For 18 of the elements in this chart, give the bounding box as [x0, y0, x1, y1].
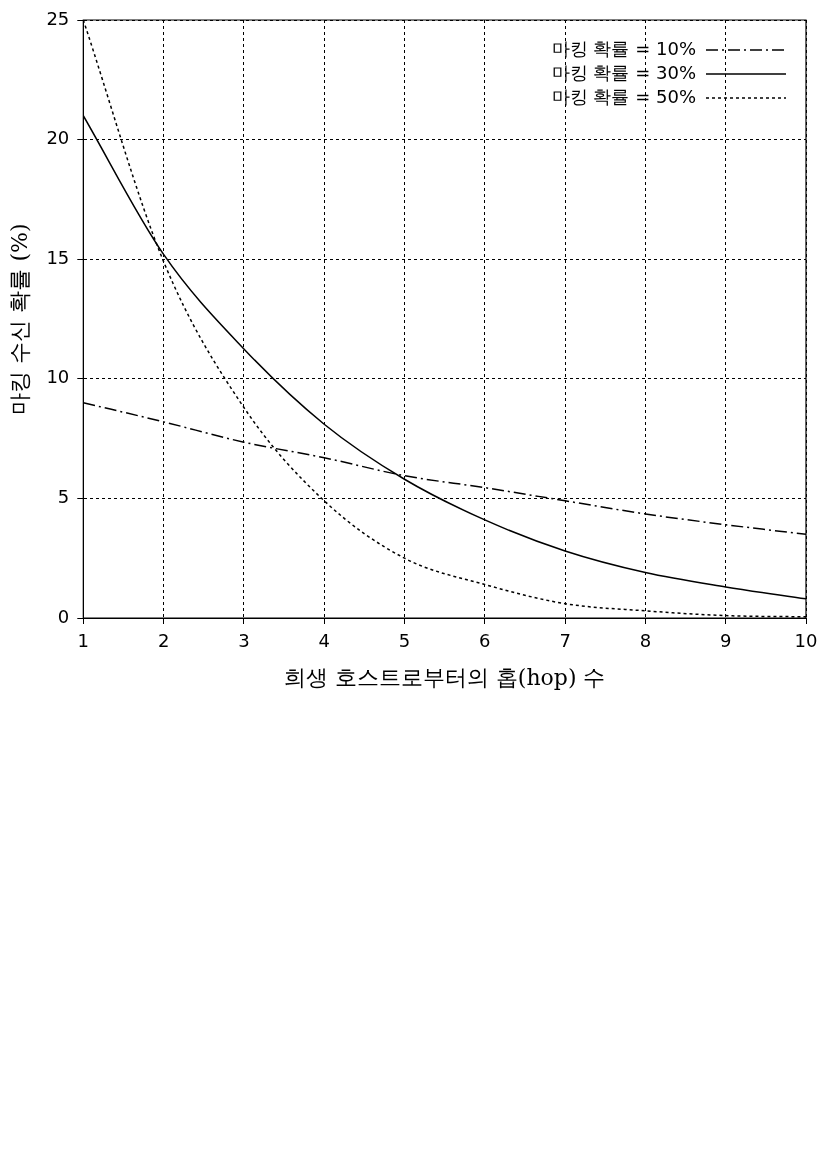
x-tick-label: 9 — [719, 630, 732, 652]
x-tick-label: 7 — [559, 630, 571, 652]
y-tick-label: 20 — [46, 127, 70, 149]
y-tick-label: 25 — [46, 7, 70, 29]
y-tick-label: 0 — [57, 605, 70, 627]
x-tick-label: 3 — [238, 630, 250, 652]
x-tick-label: 8 — [639, 630, 652, 652]
x-tick-label: 4 — [318, 630, 330, 652]
x-axis-title: 희생 호스트로부터의 홉(hop) 수 — [283, 664, 606, 690]
x-tick-label: 5 — [398, 630, 411, 652]
x-tick-label: 1 — [77, 630, 90, 652]
x-tick-label: 10 — [794, 630, 818, 652]
x-tick-label: 6 — [479, 630, 491, 652]
y-tick-label: 5 — [57, 486, 70, 508]
y-tick-label: 10 — [46, 366, 70, 388]
y-axis-title: 마킹 수신 확률 (%) — [6, 223, 32, 415]
x-tick-label: 2 — [157, 630, 170, 652]
y-tick-label: 15 — [46, 246, 70, 268]
